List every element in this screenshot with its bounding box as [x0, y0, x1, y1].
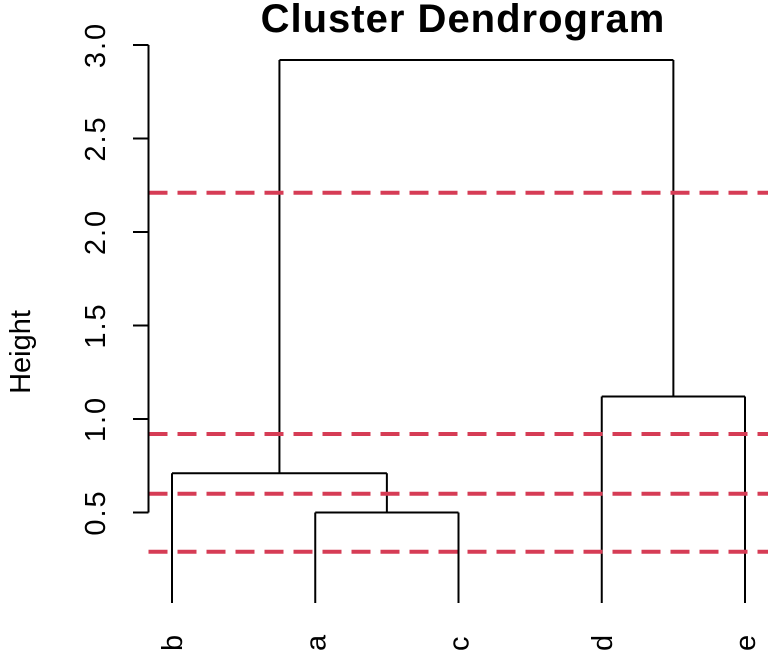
leaf-label: d	[587, 635, 619, 651]
y-axis-tick-label: 2.5	[80, 115, 112, 161]
leaf-label: e	[730, 635, 762, 651]
y-axis-tick-label: 0.5	[80, 489, 112, 535]
y-axis-tick-label: 1.5	[80, 302, 112, 348]
y-axis: 0.5 1.0 1.5 2.0 2.5 3.0	[80, 22, 150, 536]
leaf-label: c	[444, 637, 476, 652]
y-axis-title: Height	[5, 310, 37, 394]
y-axis-tick-label: 2.0	[80, 209, 112, 255]
cut-lines-group	[148, 190, 768, 554]
dendrogram-tree	[171, 58, 746, 603]
y-axis-tick-label: 3.0	[80, 22, 112, 68]
leaf-label: b	[157, 635, 189, 651]
y-axis-tick-label: 1.0	[80, 396, 112, 442]
chart-title: Cluster Dendrogram	[261, 0, 666, 41]
leaf-label: a	[300, 634, 332, 651]
